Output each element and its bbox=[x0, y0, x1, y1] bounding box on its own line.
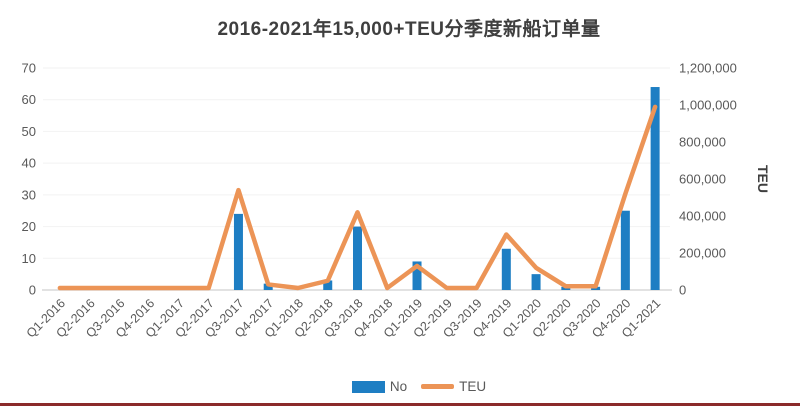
right-axis-title: TEU bbox=[755, 165, 771, 193]
bar-Q4-2017 bbox=[263, 283, 273, 290]
right-axis-tick-label: 0 bbox=[679, 283, 686, 298]
left-axis-tick-label: 40 bbox=[22, 156, 36, 171]
bar-Q3-2017 bbox=[233, 213, 243, 290]
left-axis-tick-label: 20 bbox=[22, 219, 36, 234]
left-axis-tick-label: 30 bbox=[22, 187, 36, 202]
right-axis-tick-label: 1,000,000 bbox=[679, 98, 737, 113]
bar-Q1-2020 bbox=[531, 274, 541, 290]
right-axis-tick-label: 200,000 bbox=[679, 246, 726, 261]
chart-canvas: 0 10 20 30 40 50 60 70 0 200,000 400,000 600,000 800… bbox=[22, 61, 771, 341]
legend-item-no: No bbox=[351, 379, 408, 394]
left-axis-tick-label: 10 bbox=[22, 251, 36, 266]
left-axis-tick-label: 60 bbox=[22, 92, 36, 107]
left-axis-tick-label: 70 bbox=[22, 61, 36, 76]
bar-Q2-2018 bbox=[323, 280, 333, 290]
legend-bar-swatch-icon bbox=[351, 380, 385, 393]
chart-legend: No TEU bbox=[0, 379, 800, 394]
bar-Q1-2019 bbox=[412, 261, 422, 290]
bottom-divider-rule bbox=[0, 403, 800, 406]
legend-item-teu: TEU bbox=[421, 379, 486, 394]
bar-Q4-2020 bbox=[620, 210, 630, 290]
left-axis-tick-label: 50 bbox=[22, 124, 36, 139]
left-axis-tick-label: 0 bbox=[29, 283, 36, 298]
legend-label-teu: TEU bbox=[459, 379, 487, 394]
chart-title: 2016-2021年15,000+TEU分季度新船订单量 bbox=[217, 19, 601, 40]
right-axis-tick-label: 1,200,000 bbox=[679, 61, 737, 76]
legend-line-swatch-icon bbox=[421, 384, 455, 389]
legend-label-no: No bbox=[389, 379, 408, 394]
right-axis-tick-label: 400,000 bbox=[679, 209, 726, 224]
teu-line-series bbox=[57, 104, 658, 291]
right-axis-tick-label: 600,000 bbox=[679, 172, 726, 187]
bar-Q4-2019 bbox=[501, 248, 511, 290]
right-axis-tick-label: 800,000 bbox=[679, 135, 726, 150]
bar-Q3-2018 bbox=[353, 226, 362, 290]
bar-Q1-2021 bbox=[650, 87, 660, 291]
